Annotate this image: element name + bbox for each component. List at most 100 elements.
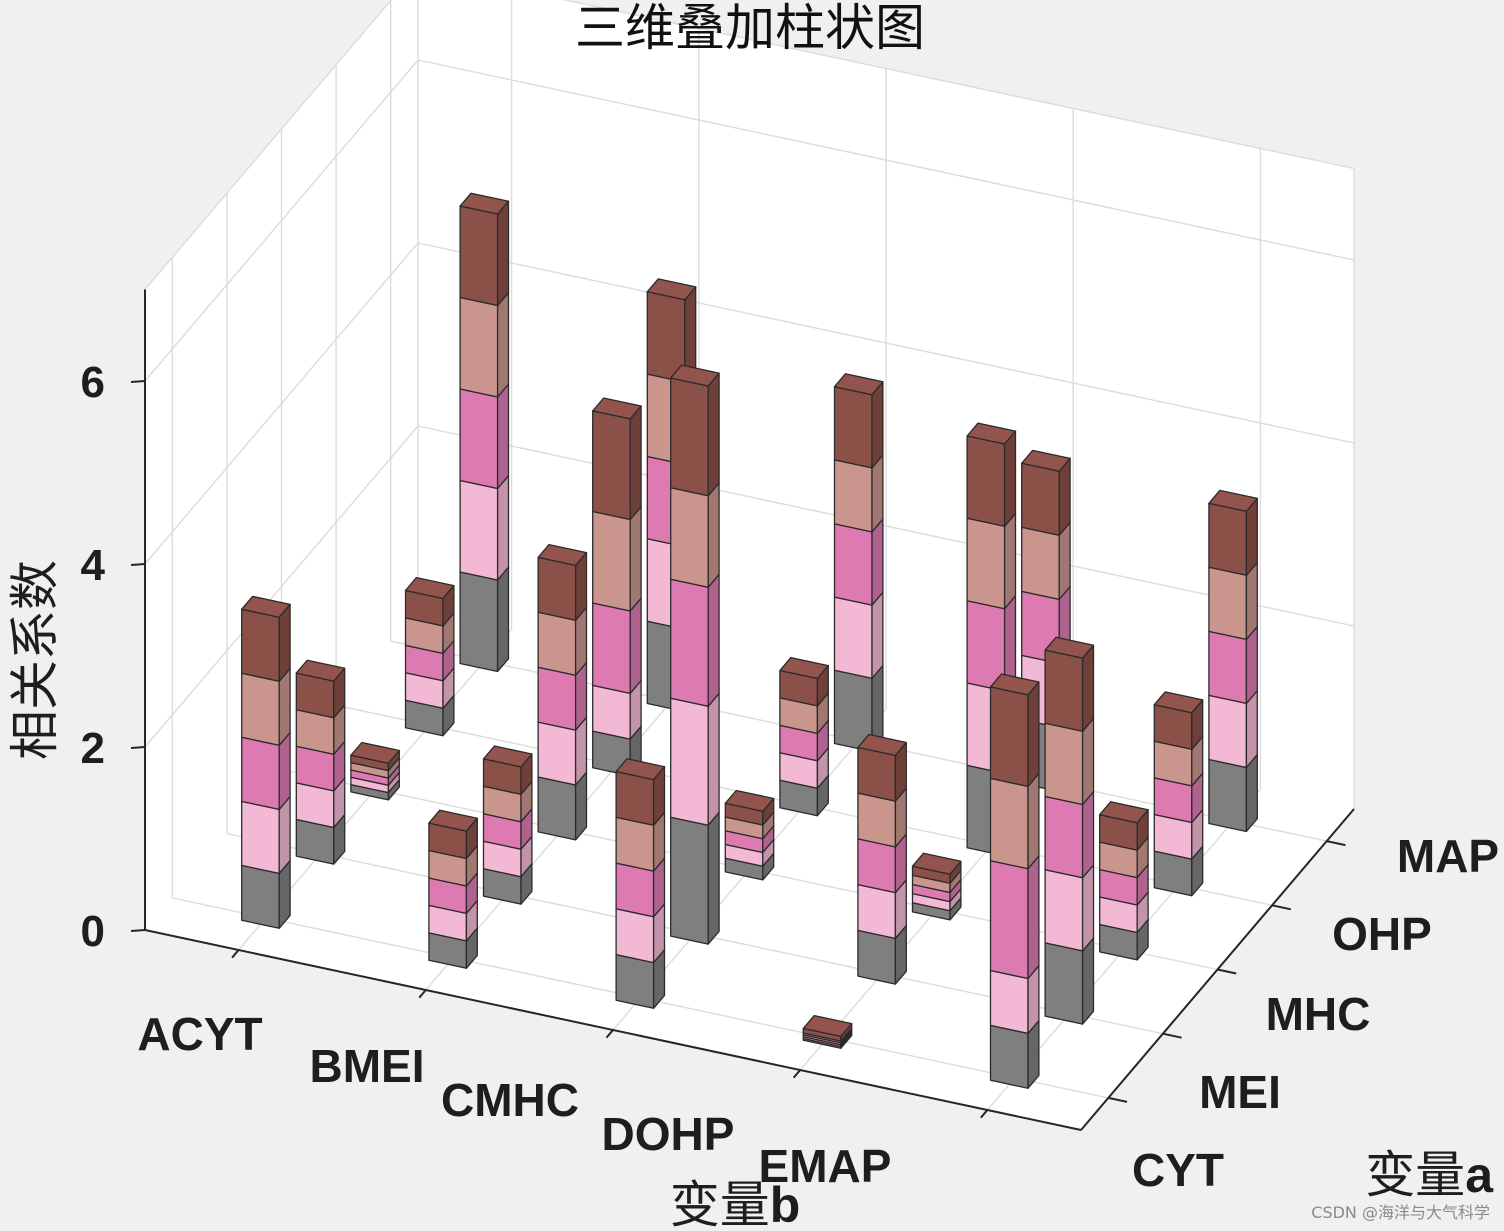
z-tick-mark	[130, 929, 146, 932]
z-axis-label: 相关系数	[6, 560, 64, 760]
x-tick-label: CMHC	[441, 1074, 579, 1126]
left-wall-z-gridline	[144, 425, 419, 748]
bar-segment-front	[989, 686, 1029, 788]
x-tick-label: DOHP	[602, 1108, 735, 1160]
bar-segment-front	[1208, 694, 1248, 769]
bar-top	[241, 595, 291, 618]
bar-segment-side	[1027, 681, 1040, 788]
bar-segment-front	[989, 969, 1029, 1035]
bar-segment-front	[615, 816, 655, 872]
y-tick-mark	[1108, 1096, 1128, 1103]
bar-segment-front	[966, 435, 1006, 527]
axes-layer	[130, 289, 1355, 1131]
bar-segment-front	[459, 296, 499, 398]
stacked-bar	[241, 595, 291, 929]
stacked-bar	[592, 397, 642, 777]
stacked-bar	[350, 741, 400, 801]
bar-segment-side	[707, 692, 720, 826]
z-tick-label: 2	[81, 724, 105, 773]
z-tick-mark	[130, 563, 146, 566]
bar-segment-front	[615, 770, 655, 826]
bar-segment-front	[857, 838, 897, 894]
bar-segment-front	[670, 377, 709, 497]
stacked-bar	[428, 809, 478, 969]
z-tick-mark	[130, 746, 146, 749]
stacked-bar	[482, 745, 533, 905]
bar-segment-side	[629, 405, 642, 521]
bar-segment-side	[1081, 644, 1095, 732]
bar-top	[350, 741, 400, 764]
bar-top	[482, 745, 533, 768]
stacked-bar	[857, 733, 907, 985]
bar-segment-front	[459, 479, 499, 581]
bar-segment-front	[833, 386, 873, 469]
bar-segment-front	[670, 697, 709, 826]
bar-segment-front	[459, 388, 499, 490]
bar-segment-side	[707, 811, 720, 945]
bar-top	[989, 673, 1040, 696]
stacked-bar	[670, 364, 720, 945]
bar-top	[428, 809, 478, 832]
box-edge	[144, 0, 393, 290]
bar-segment-side	[1027, 855, 1040, 980]
z-tick-label: 0	[81, 907, 105, 956]
bar-segment-front	[857, 883, 897, 940]
box-edge	[562, 0, 1355, 170]
stacked-bar	[724, 789, 775, 881]
bar-segment-side	[496, 200, 510, 307]
y-tick-label: CYT	[1132, 1144, 1224, 1196]
y-tick-mark	[1271, 904, 1292, 911]
x-tick-label: BMEI	[310, 1040, 425, 1092]
bar-segment-front	[615, 953, 655, 1009]
bar-segment-front	[459, 205, 499, 307]
bar-segment-side	[1003, 430, 1017, 527]
bar-segment-front	[1208, 758, 1248, 833]
bar-segment-front	[670, 816, 709, 945]
bar-segment-front	[537, 666, 577, 731]
bar-segment-front	[1044, 869, 1084, 952]
bar-top	[459, 192, 510, 215]
bar-segment-side	[629, 597, 642, 695]
stacked-bar	[295, 659, 346, 865]
stacked-bar	[989, 673, 1040, 1089]
stacked-bar	[911, 852, 962, 921]
bar-segment-front	[241, 864, 280, 929]
bar-top	[1208, 489, 1258, 512]
bar-segment-side	[871, 591, 884, 679]
bar-top	[833, 373, 884, 396]
bar-segment-front	[459, 571, 499, 673]
bar-segment-front	[989, 777, 1029, 870]
back-wall-z-gridline	[417, 242, 1355, 444]
x-tick-mark	[231, 949, 240, 959]
stacked-bar	[1208, 489, 1258, 833]
stacked-bar	[615, 758, 666, 1009]
stacked-bar	[779, 656, 829, 817]
bar-segment-front	[537, 776, 577, 841]
bar-segment-side	[496, 566, 510, 673]
bar-segment-front	[592, 684, 631, 740]
bar-segment-side	[707, 573, 720, 707]
back-wall-z-gridline	[417, 425, 1355, 627]
bar-segment-side	[1027, 772, 1040, 870]
x-tick-mark	[605, 1029, 614, 1039]
bar-segment-side	[1003, 512, 1017, 610]
chart-title: 三维叠加柱状图	[575, 0, 925, 57]
bar-top	[1044, 636, 1095, 659]
stacked-bar	[459, 192, 510, 673]
bar-segment-side	[629, 506, 642, 612]
y-tick-mark	[1162, 1032, 1182, 1039]
bar-segment-front	[670, 487, 709, 588]
bar-segment-front	[537, 556, 577, 621]
bar-segment-front	[1044, 649, 1084, 732]
bar-segment-front	[833, 523, 873, 606]
bar-top	[404, 576, 455, 600]
bar-segment-side	[871, 518, 884, 606]
bar-segment-front	[241, 608, 280, 682]
bar-top	[295, 659, 346, 682]
bars-layer	[241, 192, 1258, 1089]
bar-segment-front	[989, 860, 1029, 980]
bar-top	[779, 656, 829, 680]
bar-segment-front	[857, 792, 897, 848]
bar-segment-front	[833, 459, 873, 533]
